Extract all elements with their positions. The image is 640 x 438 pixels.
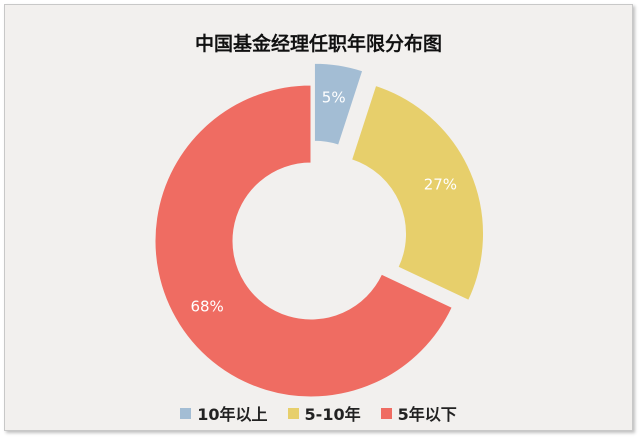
slice-value-label-2: 27% bbox=[424, 176, 457, 194]
legend-swatch bbox=[180, 407, 192, 419]
slice-value-label-3: 68% bbox=[190, 297, 223, 315]
donut-slice-3 bbox=[154, 84, 453, 398]
legend-label: 5年以下 bbox=[397, 405, 457, 424]
donut-slice-2 bbox=[350, 84, 484, 301]
legend-label: 10年以上 bbox=[197, 405, 268, 424]
donut-slice-1 bbox=[313, 62, 364, 146]
chart-frame: 中国基金经理任职年限分布图 5% 27% 68% 10年以上 5-10年 5年以下 bbox=[4, 4, 633, 431]
slice-value-label-1: 5% bbox=[322, 88, 346, 106]
chart-title: 中国基金经理任职年限分布图 bbox=[194, 33, 442, 55]
legend-item-3: 5年以下 bbox=[380, 401, 457, 425]
legend-label: 5-10年 bbox=[304, 405, 361, 424]
donut-chart: 5% 27% 68% bbox=[154, 62, 484, 398]
legend-swatch bbox=[380, 407, 392, 419]
chart-legend: 10年以上 5-10年 5年以下 bbox=[5, 401, 632, 425]
legend-item-1: 10年以上 bbox=[180, 401, 268, 425]
legend-swatch bbox=[287, 407, 299, 419]
legend-item-2: 5-10年 bbox=[287, 401, 361, 425]
